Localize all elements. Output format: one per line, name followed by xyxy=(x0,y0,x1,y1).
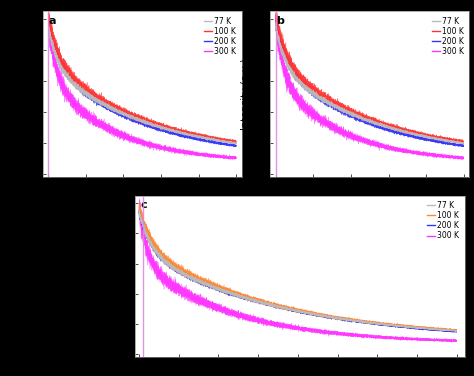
Legend: 77 K, 100 K, 200 K, 300 K: 77 K, 100 K, 200 K, 300 K xyxy=(203,15,238,58)
Y-axis label: Intensity (a.u.): Intensity (a.u.) xyxy=(13,58,23,130)
Text: c: c xyxy=(140,200,146,210)
X-axis label: Time (μs): Time (μs) xyxy=(119,192,165,202)
Legend: 77 K, 100 K, 200 K, 300 K: 77 K, 100 K, 200 K, 300 K xyxy=(430,15,465,58)
Y-axis label: Intensity (a.u.): Intensity (a.u.) xyxy=(241,58,251,130)
Y-axis label: Intensity (a.u.): Intensity (a.u.) xyxy=(106,241,116,312)
X-axis label: Time (μs): Time (μs) xyxy=(346,192,393,202)
Text: b: b xyxy=(276,16,284,26)
Legend: 77 K, 100 K, 200 K, 300 K: 77 K, 100 K, 200 K, 300 K xyxy=(426,199,461,242)
Text: a: a xyxy=(49,16,56,26)
X-axis label: Time (μs): Time (μs) xyxy=(277,373,323,376)
